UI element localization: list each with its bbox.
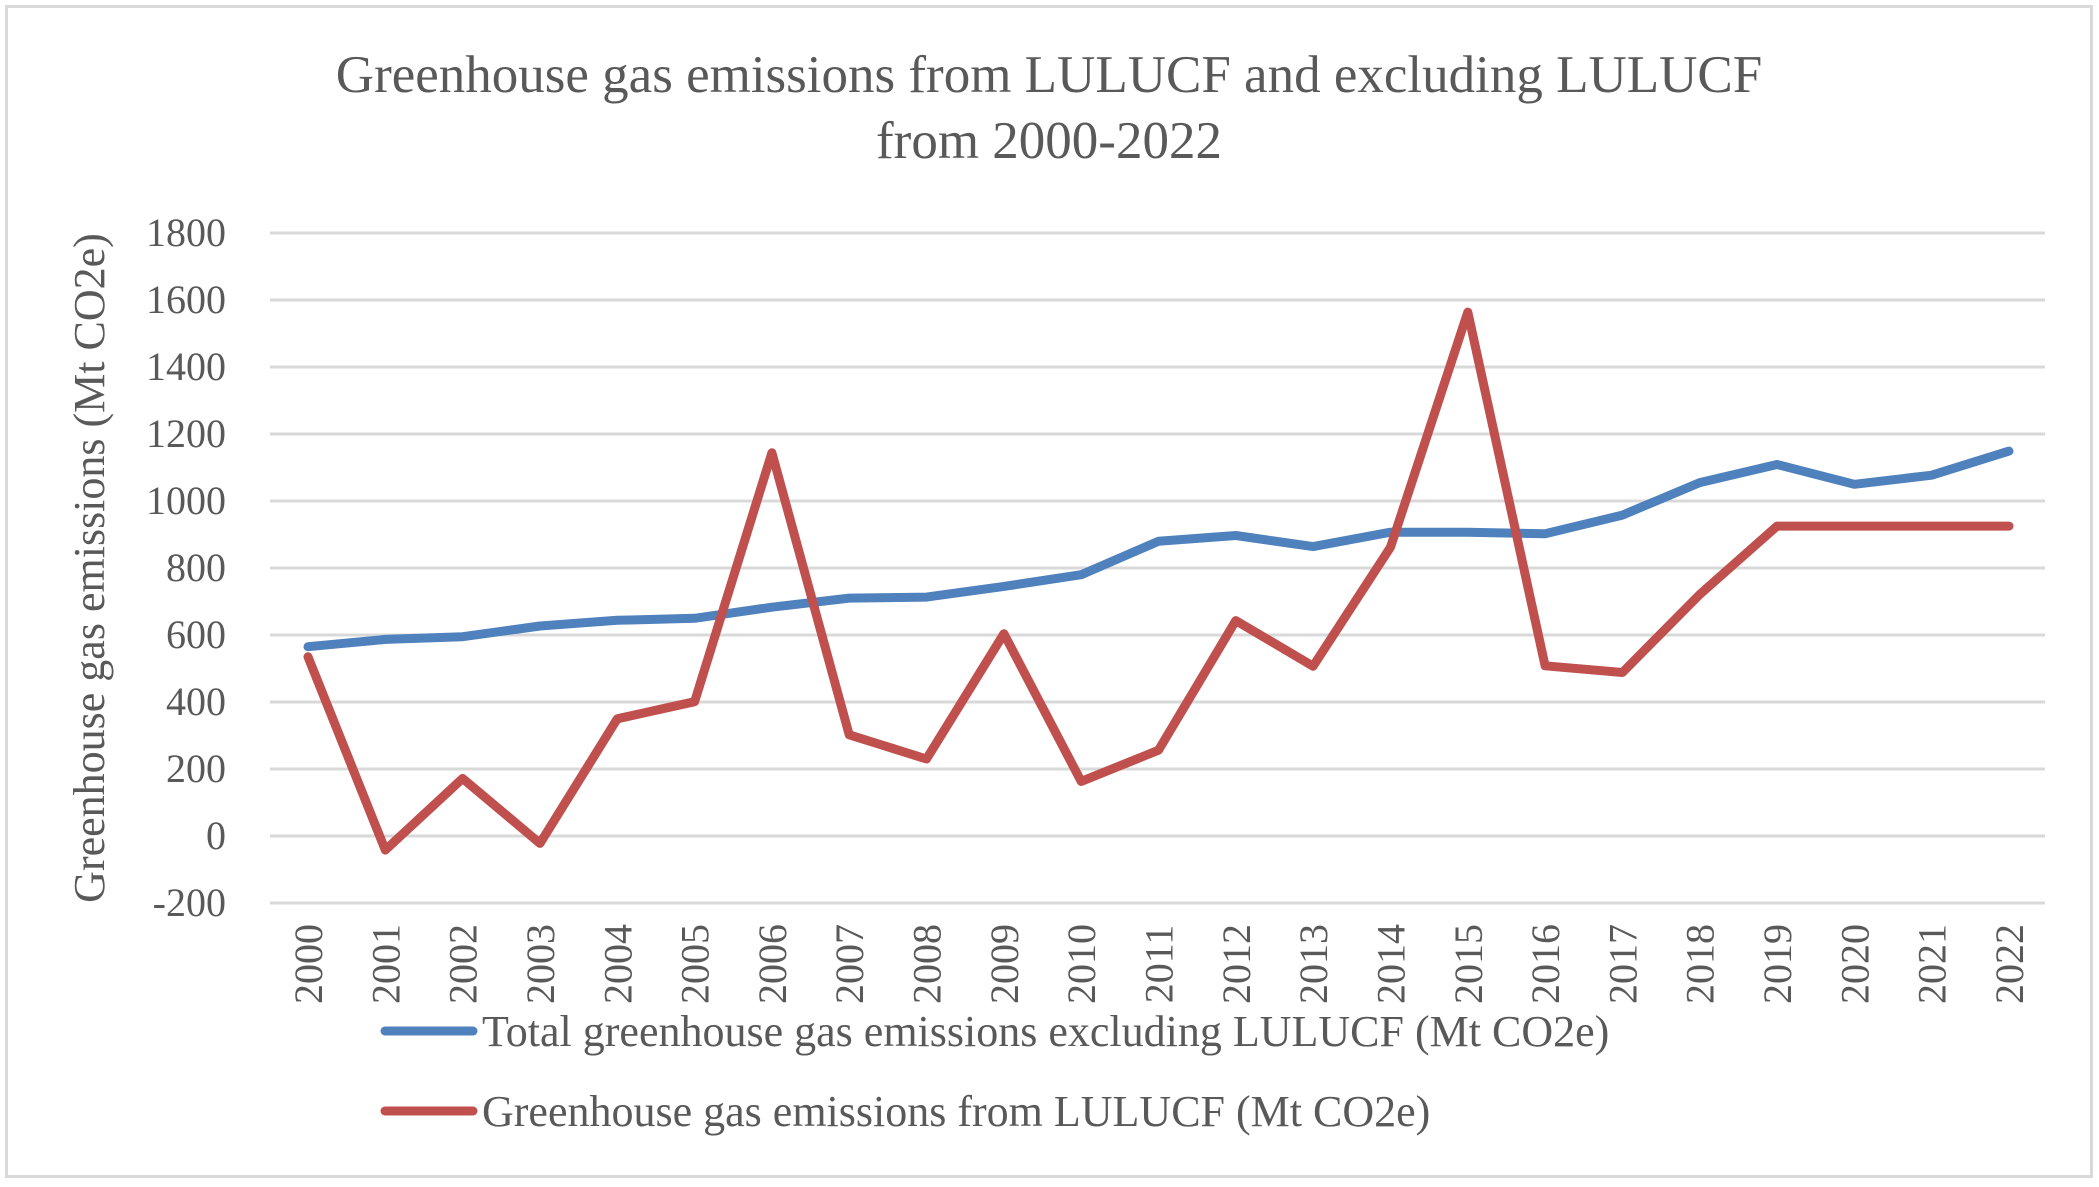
x-tick-label: 2017 [1600,924,1645,1004]
x-tick-label: 2014 [1368,924,1413,1004]
y-axis-ticks: 1800 1600 1400 1200 1000 800 600 400 200 0 -200 [146,210,226,925]
x-tick-label: 2000 [286,924,331,1004]
chart-title-line-2: from 2000-2022 [876,112,1222,170]
x-axis-ticks: 2000 2001 2002 2003 2004 2005 2006 2007 2008 2009… [286,924,2032,1004]
x-tick-label: 2007 [827,924,872,1004]
y-tick-label: 200 [166,746,226,791]
x-tick-label: 2003 [518,924,563,1004]
chart-title: Greenhouse gas emissions from LULUCF and… [336,46,1762,170]
y-tick-label: 1600 [146,277,226,322]
y-tick-label: 0 [206,813,226,858]
x-tick-label: 2020 [1832,924,1877,1004]
x-tick-label: 2008 [905,924,950,1004]
gridlines [270,231,2045,905]
x-tick-label: 2021 [1910,924,1955,1004]
y-tick-label: 400 [166,679,226,724]
x-tick-label: 2004 [595,924,640,1004]
y-tick-label: -200 [153,880,226,925]
x-tick-label: 2005 [673,924,718,1004]
y-tick-label: 1200 [146,411,226,456]
chart-frame [5,5,2093,1178]
y-tick-label: 1000 [146,478,226,523]
x-tick-label: 2001 [363,924,408,1004]
y-axis-label: Greenhouse gas emissions (Mt CO2e) [65,233,114,903]
x-tick-label: 2009 [982,924,1027,1004]
chart-title-line-1: Greenhouse gas emissions from LULUCF and… [336,46,1762,104]
x-tick-label: 2002 [441,924,486,1004]
x-tick-label: 2006 [750,924,795,1004]
x-tick-label: 2016 [1523,924,1568,1004]
x-tick-label: 2010 [1059,924,1104,1004]
x-tick-label: 2015 [1446,924,1491,1004]
x-tick-label: 2012 [1214,924,1259,1004]
legend-label-2: Greenhouse gas emissions from LULUCF (Mt… [482,1087,1430,1136]
x-tick-label: 2019 [1755,924,1800,1004]
x-tick-label: 2011 [1137,925,1182,1004]
y-tick-label: 1400 [146,344,226,389]
y-tick-label: 600 [166,612,226,657]
legend-label-1: Total greenhouse gas emissions excluding… [482,1007,1609,1056]
y-tick-label: 800 [166,545,226,590]
x-tick-label: 2018 [1678,924,1723,1004]
series-lines [303,307,2014,855]
legend: Total greenhouse gas emissions excluding… [380,1007,1609,1136]
y-tick-label: 1800 [146,210,226,255]
x-tick-label: 2022 [1987,924,2032,1004]
x-tick-label: 2013 [1291,924,1336,1004]
